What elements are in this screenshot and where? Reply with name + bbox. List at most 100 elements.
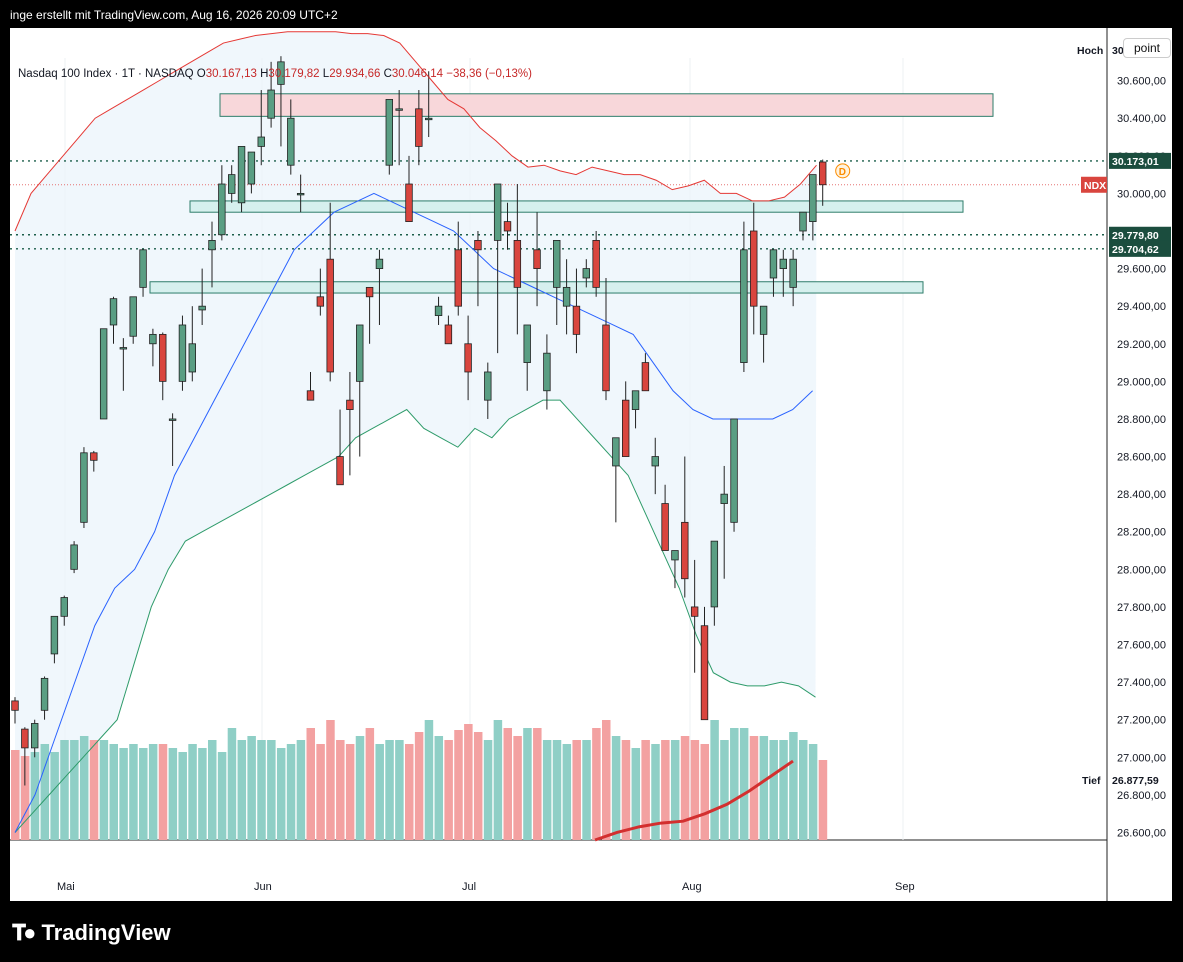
price-tick-label: 26.600,00 xyxy=(1117,827,1166,839)
candle-body xyxy=(21,728,29,749)
volume-bar xyxy=(99,740,109,840)
volume-bar xyxy=(730,728,739,840)
candle-body xyxy=(720,493,728,504)
candle-body xyxy=(789,258,797,288)
volume-bar xyxy=(592,728,601,840)
support-zone-lower xyxy=(149,281,924,294)
tradingview-mark-icon: 𝐓● xyxy=(12,920,37,945)
candle-body xyxy=(375,258,384,269)
candle-body xyxy=(553,239,561,288)
volume-bar xyxy=(641,740,650,840)
high-label-tag: Hoch xyxy=(1077,45,1103,57)
chart-frame[interactable]: 30.600,0030.400,0030.200,0030.000,0029.8… xyxy=(10,28,1172,901)
candle-body xyxy=(168,418,177,421)
candle-body xyxy=(178,324,187,382)
volume-bar xyxy=(434,736,444,840)
volume-bar xyxy=(50,752,59,840)
volume-bar xyxy=(20,756,30,840)
candle-body xyxy=(631,390,640,410)
price-tick-label: 27.000,00 xyxy=(1117,752,1166,764)
candle-body xyxy=(60,597,68,617)
volume-bar xyxy=(257,740,266,840)
volume-bar xyxy=(286,744,296,840)
volume-bar xyxy=(473,732,483,840)
candle-body xyxy=(484,371,492,401)
candle-body xyxy=(464,343,472,373)
candle-body xyxy=(306,390,315,401)
volume-bar xyxy=(237,740,247,840)
price-tick-label: 30.000,00 xyxy=(1117,188,1166,200)
time-tick-label: Aug xyxy=(682,881,702,893)
candle-body xyxy=(513,239,522,288)
price-tick-label: 29.600,00 xyxy=(1117,264,1166,276)
low-label-tag: Tief xyxy=(1082,775,1101,787)
volume-bar xyxy=(336,740,345,840)
candle-body xyxy=(474,239,482,251)
low-value-tag: 26.877,59 xyxy=(1112,775,1159,787)
volume-bar xyxy=(533,728,542,840)
candle-body xyxy=(247,151,256,185)
volume-bar xyxy=(572,740,581,840)
candle-body xyxy=(690,606,699,617)
level-tag: 30.173,01 xyxy=(1112,156,1159,168)
unit-button[interactable]: point xyxy=(1123,38,1171,58)
candle-body xyxy=(188,343,196,373)
volume-bar xyxy=(227,728,237,840)
instrument-name: Nasdaq 100 Index · 1T · NASDAQ xyxy=(18,68,194,80)
volume-bar xyxy=(276,748,286,840)
volume-bar xyxy=(208,740,217,840)
volume-bar xyxy=(119,748,128,840)
high-label: H xyxy=(260,68,269,80)
candle-body xyxy=(700,625,709,721)
volume-bar xyxy=(365,728,375,840)
volume-bar xyxy=(414,732,424,840)
price-tick-label: 28.800,00 xyxy=(1117,414,1166,426)
candle-body xyxy=(523,324,531,363)
candle-body xyxy=(50,615,59,655)
price-tick-label: 29.200,00 xyxy=(1117,339,1166,351)
symbol-tag-bg xyxy=(1081,176,1107,193)
candle-body xyxy=(365,286,374,298)
price-tick-label: 28.200,00 xyxy=(1117,527,1166,539)
volume-bar xyxy=(385,740,394,840)
candle-body xyxy=(454,249,462,307)
level-tag-bg xyxy=(1109,152,1171,169)
candle-body xyxy=(819,161,827,186)
attribution-bar: inge erstellt mit TradingView.com, Aug 1… xyxy=(0,0,1183,28)
candle-body xyxy=(40,677,49,711)
candle-body xyxy=(198,305,206,311)
price-tick-label: 28.600,00 xyxy=(1117,452,1166,464)
symbol-tag: NDX xyxy=(1084,180,1106,192)
volume-bar xyxy=(542,740,552,840)
volume-bar xyxy=(661,740,670,840)
volume-bar xyxy=(523,728,532,840)
volume-bar xyxy=(631,748,641,840)
attribution-text: inge erstellt mit TradingView.com, Aug 1… xyxy=(10,8,338,22)
price-tick-label: 30.400,00 xyxy=(1117,113,1166,125)
candle-body xyxy=(80,452,88,523)
volume-bar xyxy=(355,736,365,840)
candle-body xyxy=(503,221,512,232)
volume-bar xyxy=(296,740,306,840)
candle-body xyxy=(287,117,295,166)
volume-bar xyxy=(158,744,168,840)
candle-body xyxy=(681,521,689,580)
price-tick-label: 27.400,00 xyxy=(1117,677,1166,689)
tradingview-logo[interactable]: 𝐓● TradingView xyxy=(12,920,171,946)
volume-bar xyxy=(454,730,463,840)
volume-bar xyxy=(345,744,355,840)
volume-bar xyxy=(670,740,680,840)
volume-bar xyxy=(395,740,404,840)
time-tick-label: Mai xyxy=(57,881,75,893)
volume-bar xyxy=(651,744,660,840)
brand-name: TradingView xyxy=(41,920,171,945)
level-tag: 29.779,80 xyxy=(1112,230,1159,242)
candle-body xyxy=(651,456,659,467)
candle-body xyxy=(444,324,453,345)
candle-body xyxy=(582,268,590,279)
candle-body xyxy=(759,305,768,335)
volume-bar xyxy=(267,740,276,840)
price-chart[interactable]: 30.600,0030.400,0030.200,0030.000,0029.8… xyxy=(10,28,1172,901)
candle-body xyxy=(572,305,581,335)
volume-bar xyxy=(247,736,256,840)
